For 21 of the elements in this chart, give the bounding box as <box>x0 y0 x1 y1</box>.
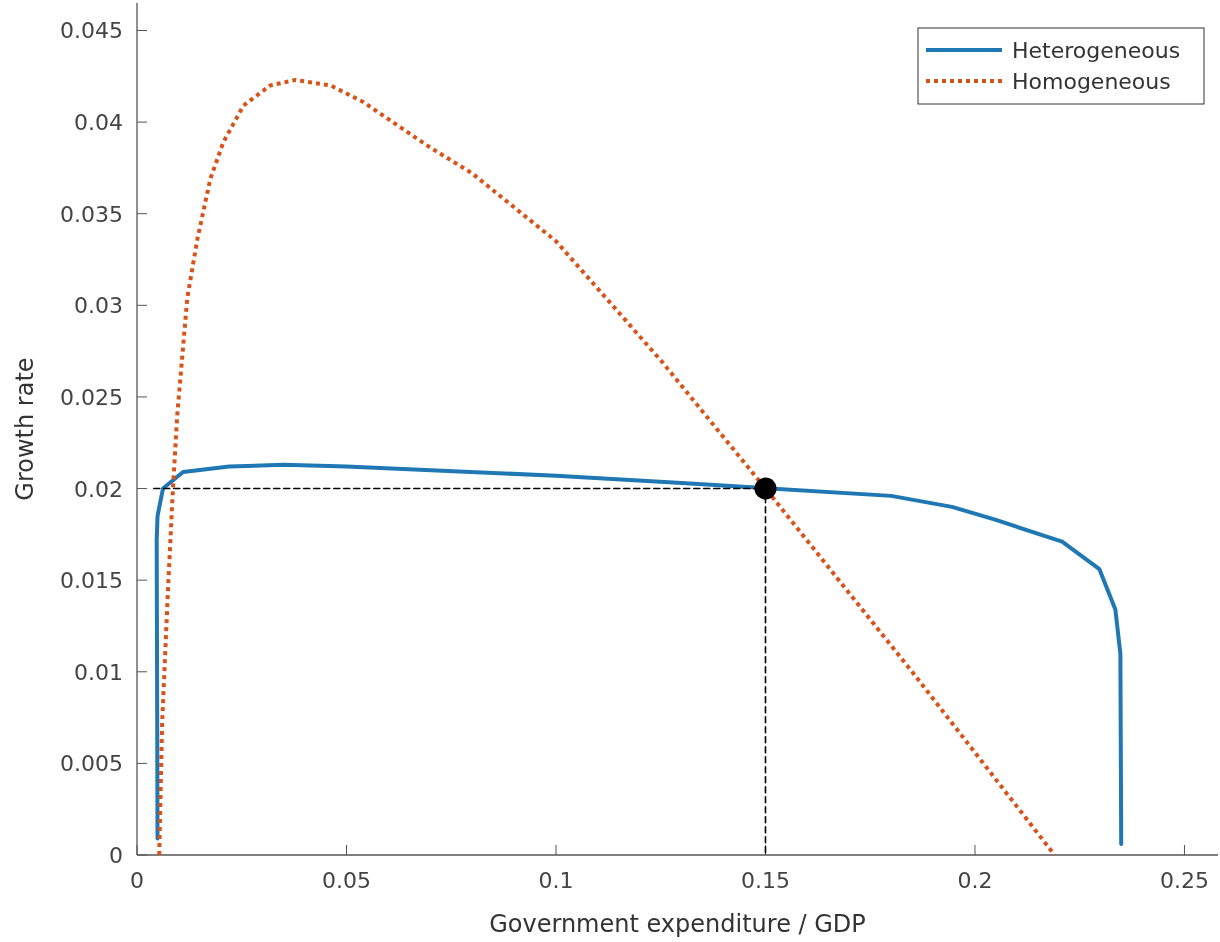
y-tick-label: 0.02 <box>74 476 123 502</box>
x-tick-label: 0.2 <box>957 868 993 893</box>
y-tick-label: 0.03 <box>74 293 123 319</box>
x-tick-label: 0 <box>130 868 144 893</box>
y-tick-label: 0.005 <box>60 751 123 777</box>
y-tick-label: 0.045 <box>60 18 123 44</box>
x-axis-title: Government expenditure / GDP <box>489 910 866 938</box>
y-tick-label: 0.025 <box>60 384 123 410</box>
line-series <box>154 462 1124 847</box>
x-tick-label: 0.15 <box>741 868 790 893</box>
y-tick-label: 0.015 <box>60 568 123 594</box>
legend-label: Heterogeneous <box>1012 38 1181 63</box>
y-axis-title: Growth rate <box>11 357 39 501</box>
y-tick-label: 0.035 <box>60 201 123 227</box>
y-tick-label: 0 <box>109 843 123 868</box>
x-tick-label: 0.1 <box>538 868 574 893</box>
legend-label: Homogeneous <box>1012 69 1171 94</box>
x-tick-label: 0.25 <box>1159 868 1209 893</box>
x-tick-label: 0.05 <box>322 868 371 893</box>
y-tick-label: 0.01 <box>74 659 123 685</box>
y-tick-label: 0.04 <box>74 110 123 136</box>
